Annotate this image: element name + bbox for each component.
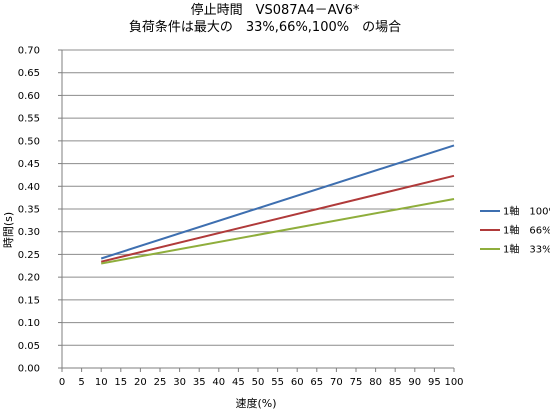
y-tick-label: 0.60 [18, 91, 40, 102]
x-tick-labels: 0 5 10 15 20 25 30 35 40 45 50 55 60 65 70 75 80 85 90 95 10… [59, 377, 464, 388]
x-tick-label: 85 [389, 377, 402, 388]
y-tick-label: 0.15 [18, 295, 40, 306]
y-tick-labels: 0.00 0.05 0.10 0.15 0.20 0.25 0.30 0.35 0.40 0.45… [18, 46, 40, 375]
x-tick-label: 65 [310, 377, 323, 388]
y-tick-label: 0.10 [18, 318, 40, 329]
x-tick-label: 10 [95, 377, 108, 388]
x-tick-label: 0 [59, 377, 65, 388]
x-tick-label: 100 [444, 377, 463, 388]
y-tick-label: 0.55 [18, 114, 40, 125]
series-line-3 [101, 198, 455, 265]
series-line-2 [100, 174, 455, 263]
x-tick-label: 70 [330, 377, 343, 388]
x-tick-label: 5 [78, 377, 84, 388]
x-tick-label: 80 [369, 377, 382, 388]
axes [58, 49, 455, 372]
series-line-1 [100, 144, 455, 260]
chart-subtitle: 負荷条件は最大の 33%,66%,100% の場合 [129, 19, 401, 35]
legend-label: 1軸 100% [503, 205, 550, 218]
x-tick-label: 95 [428, 377, 441, 388]
chart-title: 停止時間 VS087A4－AV6* [191, 2, 360, 18]
x-tick-label: 60 [291, 377, 304, 388]
y-tick-label: 0.50 [18, 136, 40, 147]
legend: 1軸 100% 1軸 66% 1軸 33% [480, 205, 550, 256]
y-tick-label: 0.70 [18, 46, 40, 57]
x-tick-label: 90 [408, 377, 421, 388]
x-tick-label: 15 [114, 377, 127, 388]
grid-lines [62, 49, 454, 346]
y-tick-label: 0.20 [18, 273, 40, 284]
y-tick-label: 0.65 [18, 68, 40, 79]
legend-label: 1軸 33% [503, 243, 550, 256]
x-tick-label: 30 [173, 377, 186, 388]
y-axis-label: 時間(s) [2, 212, 15, 248]
x-tick-label: 35 [193, 377, 206, 388]
x-tick-label: 75 [350, 377, 363, 388]
x-tick-label: 45 [232, 377, 245, 388]
y-tick-label: 0.40 [18, 182, 40, 193]
y-tick-label: 0.30 [18, 227, 40, 238]
x-tick-label: 55 [271, 377, 284, 388]
y-tick-label: 0.00 [18, 364, 40, 375]
series-lines [100, 144, 455, 265]
x-axis-label: 速度(%) [235, 396, 276, 410]
x-tick-label: 25 [154, 377, 167, 388]
y-tick-label: 0.25 [18, 250, 40, 261]
y-tick-label: 0.45 [18, 159, 40, 170]
y-tick-label: 0.05 [18, 341, 40, 352]
x-tick-label: 50 [252, 377, 265, 388]
x-tick-label: 40 [212, 377, 225, 388]
x-tick-label: 20 [134, 377, 147, 388]
y-tick-label: 0.35 [18, 205, 40, 216]
legend-label: 1軸 66% [503, 224, 550, 237]
